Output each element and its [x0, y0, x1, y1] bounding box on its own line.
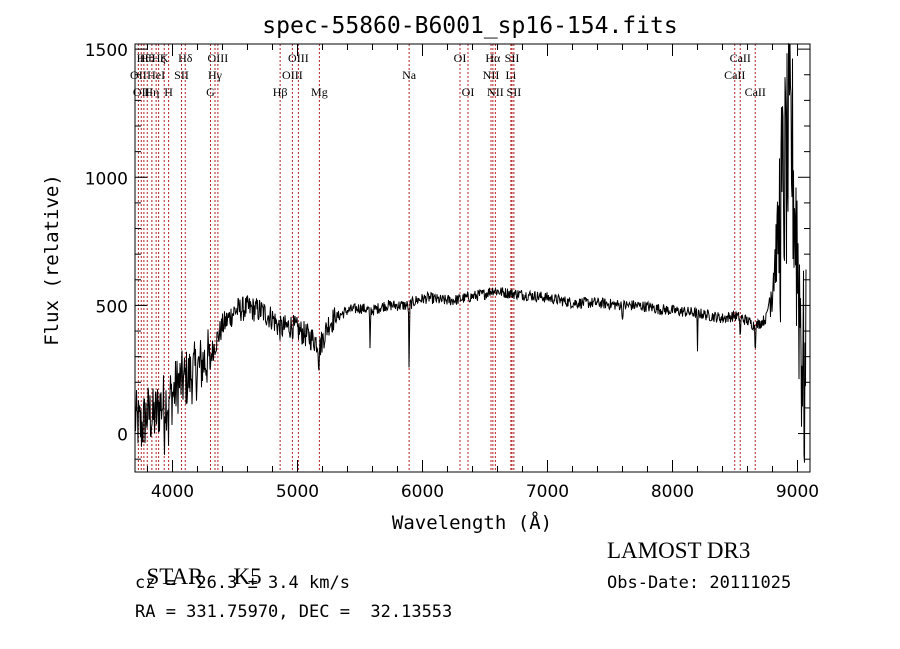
x-axis-ticks: 4000 5000 6000 7000 8000 9000: [147, 44, 819, 502]
redshift-text: cz = -26.3 ± 3.4 km/s: [135, 573, 350, 593]
y-tick-label: 500: [96, 297, 128, 317]
emission-line-label: Hθ: [137, 51, 152, 65]
emission-line-label: Hδ: [178, 51, 193, 65]
emission-line-label: CaII: [724, 68, 745, 82]
y-axis-ticks: 0 500 1000 1500: [85, 41, 810, 460]
x-tick-label: 6000: [401, 482, 444, 502]
x-tick-label: 8000: [651, 482, 694, 502]
emission-line-label: SII: [505, 51, 520, 65]
emission-line-label: OI: [454, 51, 467, 65]
subclass-text: K5: [233, 564, 262, 589]
class-text: STAR: [146, 564, 204, 589]
emission-line-label: G: [206, 85, 215, 99]
emission-line-label: OI: [462, 85, 475, 99]
emission-line-label: Na: [402, 68, 417, 82]
emission-line-label: Hα: [485, 51, 501, 65]
emission-line-label: NII: [487, 85, 504, 99]
emission-line-label: Hθ: [140, 51, 155, 65]
x-tick-label: 9000: [776, 482, 819, 502]
emission-line-label: Hη: [144, 85, 159, 99]
emission-line-label: Mg: [311, 85, 328, 99]
emission-line-label: Li: [506, 68, 517, 82]
coordinates-text: RA = 331.75970, DEC = 32.13553: [135, 602, 453, 622]
emission-line-label: OIII: [208, 51, 229, 65]
emission-line-labels: OIIOIIHθHθHηHeIHζKHSIIHδGHγOIIIHβOIIIOII…: [130, 51, 766, 99]
y-tick-label: 0: [117, 426, 128, 446]
emission-line-markers: [137, 44, 756, 472]
chart-title: spec-55860-B6001_sp16-154.fits: [262, 13, 677, 39]
emission-line-label: SII: [174, 68, 189, 82]
emission-line-label: NII: [483, 68, 500, 82]
object-class: STAR K5: [135, 538, 262, 590]
y-axis-label: Flux (relative): [41, 174, 63, 346]
emission-line-label: SII: [507, 85, 522, 99]
x-tick-label: 5000: [276, 482, 319, 502]
emission-line-label: CaII: [745, 85, 766, 99]
spectrum-line: [134, 42, 807, 463]
emission-line-label: OIII: [282, 68, 303, 82]
obs-date-text: Obs-Date: 20111025: [607, 573, 792, 593]
survey-name: LAMOST DR3: [607, 538, 751, 563]
emission-line-label: OIII: [288, 51, 309, 65]
emission-line-label: HeI: [147, 68, 165, 82]
y-tick-label: 1500: [85, 41, 128, 61]
emission-line-label: CaII: [730, 51, 751, 65]
emission-line-label: H: [164, 85, 173, 99]
plot-frame: [134, 43, 811, 473]
x-tick-label: 7000: [526, 482, 569, 502]
x-axis-label: Wavelength (Å): [392, 511, 552, 534]
emission-line-label: Hζ: [152, 51, 166, 65]
emission-line-label: Hγ: [208, 68, 223, 82]
emission-line-label: OII: [133, 85, 150, 99]
emission-line-label: K: [160, 51, 169, 65]
y-tick-label: 1000: [85, 169, 128, 189]
emission-line-label: Hβ: [273, 85, 288, 99]
x-tick-label: 4000: [151, 482, 194, 502]
